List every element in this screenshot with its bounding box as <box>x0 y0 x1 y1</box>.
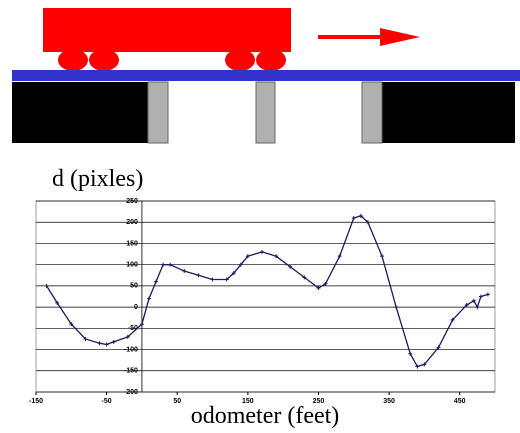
y-tick-label: 100 <box>126 262 138 269</box>
ground <box>12 82 148 143</box>
y-tick-label: -150 <box>124 368 138 375</box>
x-tick-label: 50 <box>173 398 181 405</box>
data-point <box>196 273 201 278</box>
y-tick-label: -100 <box>124 346 138 353</box>
y-tick-label: 50 <box>130 283 138 290</box>
data-point <box>139 322 144 327</box>
x-tick-label: 250 <box>313 398 325 405</box>
data-point <box>323 281 328 286</box>
data-point <box>337 254 342 259</box>
y-tick-label: -200 <box>124 389 138 396</box>
y-axis-label: d (pixles) <box>52 166 143 192</box>
data-point <box>182 269 187 274</box>
data-point <box>224 277 229 282</box>
data-point <box>394 305 399 310</box>
wheel <box>89 49 119 71</box>
y-tick-label: 200 <box>126 219 138 226</box>
data-point <box>485 292 490 297</box>
ground <box>382 82 515 143</box>
data-point <box>365 220 370 225</box>
data-point <box>146 296 151 301</box>
data-point <box>97 341 102 346</box>
data-point <box>316 286 321 291</box>
data-point <box>415 364 420 369</box>
arrow-head <box>380 28 420 46</box>
wheel <box>225 49 255 71</box>
data-point <box>464 302 469 307</box>
x-axis-label: odometer (feet) <box>191 403 340 429</box>
data-point <box>161 262 166 267</box>
y-tick-label: 0 <box>134 304 138 311</box>
data-point <box>274 254 279 259</box>
y-tick-label: -50 <box>128 325 138 332</box>
data-point <box>408 351 413 356</box>
rail <box>12 70 520 81</box>
data-point <box>358 213 363 218</box>
pillar <box>147 81 169 144</box>
y-tick-label: 150 <box>126 240 138 247</box>
pillar <box>361 81 383 144</box>
x-tick-label: 450 <box>454 398 466 405</box>
data-point <box>436 345 441 350</box>
data-point <box>55 300 60 305</box>
data-point <box>125 334 130 339</box>
data-line <box>46 215 489 368</box>
wheel <box>58 49 88 71</box>
data-point <box>259 249 264 254</box>
data-point <box>154 279 159 284</box>
data-point <box>104 342 109 347</box>
data-point <box>238 262 243 267</box>
data-point <box>475 305 480 310</box>
pillar <box>255 81 276 144</box>
data-point <box>69 322 74 327</box>
data-point <box>450 317 455 322</box>
data-point <box>380 254 385 259</box>
data-point <box>302 275 307 280</box>
train-car <box>43 8 291 52</box>
plot: -200 -150 -100 -50 0 50 100 150 200 250 -150 -50 50 1… <box>29 198 496 405</box>
plot-frame <box>35 200 496 393</box>
data-point <box>83 336 88 341</box>
x-tick-label: -50 <box>102 398 112 405</box>
x-tick-label: -150 <box>29 398 43 405</box>
data-point <box>44 283 49 288</box>
data-point <box>231 271 236 276</box>
x-tick-label: 350 <box>383 398 395 405</box>
data-point <box>422 362 427 367</box>
data-point <box>471 298 476 303</box>
wheel <box>256 49 286 71</box>
data-point <box>210 277 215 282</box>
x-tick-label: 150 <box>242 398 254 405</box>
data-point <box>245 254 250 259</box>
y-tick-label: 250 <box>126 198 138 205</box>
data-point <box>168 262 173 267</box>
data-point <box>288 264 293 269</box>
data-point <box>351 215 356 220</box>
train-diagram <box>12 8 520 144</box>
data-point <box>478 294 483 299</box>
data-point <box>111 339 116 344</box>
